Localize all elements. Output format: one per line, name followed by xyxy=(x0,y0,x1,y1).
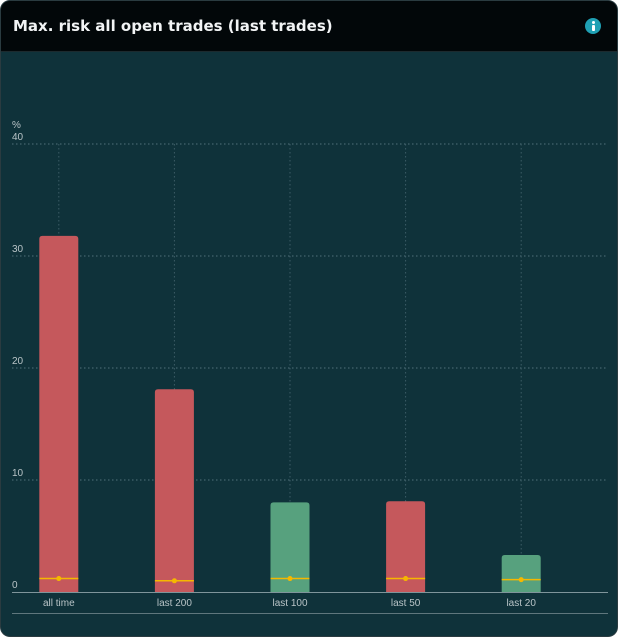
bar[interactable] xyxy=(386,501,426,592)
y-tick-label: 30 xyxy=(12,244,24,255)
x-tick-label: last 200 xyxy=(157,598,192,609)
chart-title: Max. risk all open trades (last trades) xyxy=(13,17,333,35)
bar[interactable] xyxy=(154,389,194,592)
chart-header: Max. risk all open trades (last trades) xyxy=(1,1,617,52)
x-tick-label: last 20 xyxy=(506,598,536,609)
marker-point[interactable] xyxy=(403,576,409,582)
marker-point[interactable] xyxy=(287,576,293,582)
bar[interactable] xyxy=(501,555,541,592)
bar[interactable] xyxy=(270,502,310,592)
bar[interactable] xyxy=(39,235,79,592)
marker-point[interactable] xyxy=(518,577,524,583)
x-tick-label: last 100 xyxy=(272,598,307,609)
y-tick-label: 10 xyxy=(12,468,24,479)
y-tick-label: 40 xyxy=(12,132,24,143)
axes: 0 10 20 30 40 all time last 200 last 100 last 50… xyxy=(12,132,608,614)
y-tick-label: 0 xyxy=(12,580,18,591)
marker-point[interactable] xyxy=(171,578,177,584)
marker-point[interactable] xyxy=(56,576,62,582)
x-tick-label: all time xyxy=(43,598,75,609)
y-axis-unit-label: % xyxy=(12,120,21,131)
x-tick-label: last 50 xyxy=(391,598,421,609)
grid xyxy=(12,143,608,592)
y-tick-label: 20 xyxy=(12,356,24,367)
info-icon[interactable] xyxy=(585,18,601,34)
bars xyxy=(39,235,541,592)
